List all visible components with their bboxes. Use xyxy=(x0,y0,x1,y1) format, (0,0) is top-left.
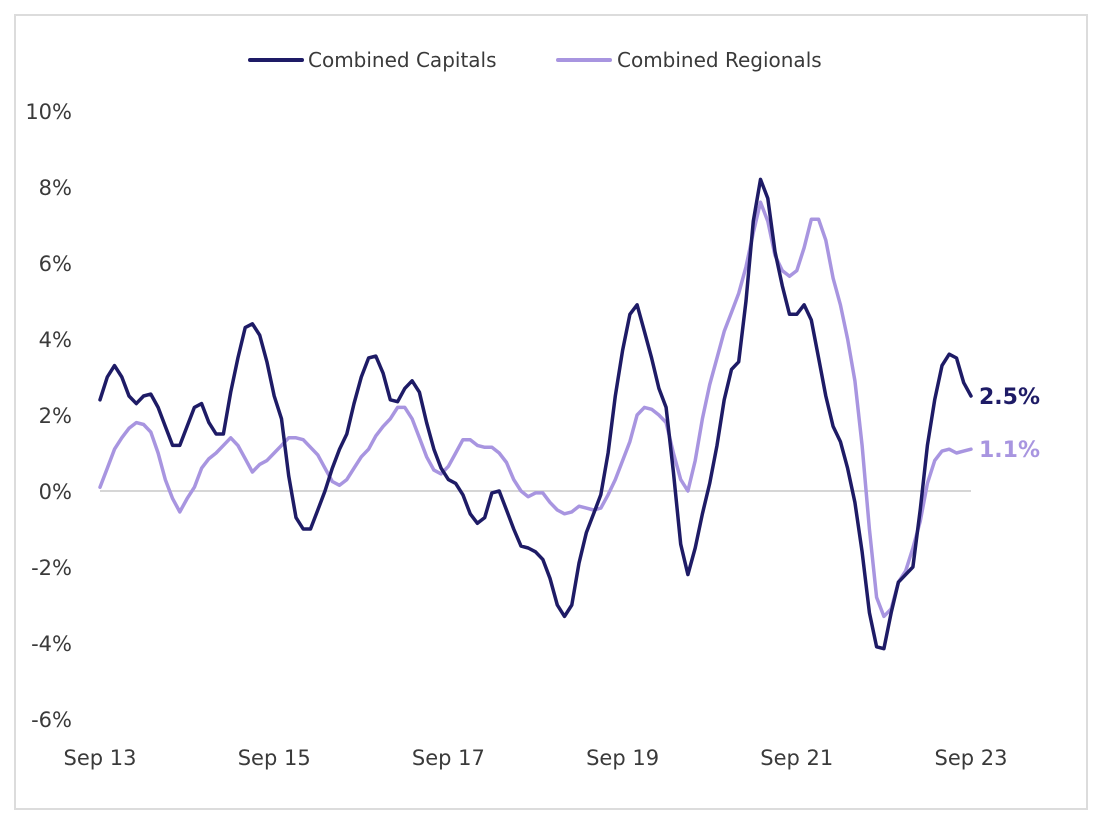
y-tick-label: 10% xyxy=(25,100,72,124)
y-axis: 10% 8% 6% 4% 2% 0% -2% -4% -6% xyxy=(25,100,72,732)
y-tick-label: -6% xyxy=(31,708,72,732)
x-tick-label: Sep 23 xyxy=(935,746,1008,770)
end-labels: 2.5% 1.1% xyxy=(979,385,1040,463)
y-tick-label: 2% xyxy=(39,404,72,428)
y-tick-label: 8% xyxy=(39,176,72,200)
series-layer xyxy=(98,177,973,651)
series-line-combined-regionals xyxy=(98,200,973,619)
y-tick-label: 4% xyxy=(39,328,72,352)
y-tick-label: -4% xyxy=(31,632,72,656)
x-tick-label: Sep 17 xyxy=(412,746,485,770)
y-tick-label: -2% xyxy=(31,556,72,580)
end-value-label-combined-capitals: 2.5% xyxy=(979,385,1040,410)
end-value-label-combined-regionals: 1.1% xyxy=(979,438,1040,463)
y-tick-label: 0% xyxy=(39,480,72,504)
legend-label: Combined Regionals xyxy=(617,48,822,72)
x-axis: Sep 13 Sep 15 Sep 17 Sep 19 Sep 21 Sep 23 xyxy=(64,746,1008,770)
series-line-combined-capitals xyxy=(98,177,973,651)
legend-label: Combined Capitals xyxy=(308,48,497,72)
y-tick-label: 6% xyxy=(39,252,72,276)
legend: Combined Capitals Combined Regionals xyxy=(248,48,822,72)
x-tick-label: Sep 21 xyxy=(760,746,833,770)
x-tick-label: Sep 13 xyxy=(64,746,137,770)
x-tick-label: Sep 15 xyxy=(238,746,311,770)
x-tick-label: Sep 19 xyxy=(586,746,659,770)
